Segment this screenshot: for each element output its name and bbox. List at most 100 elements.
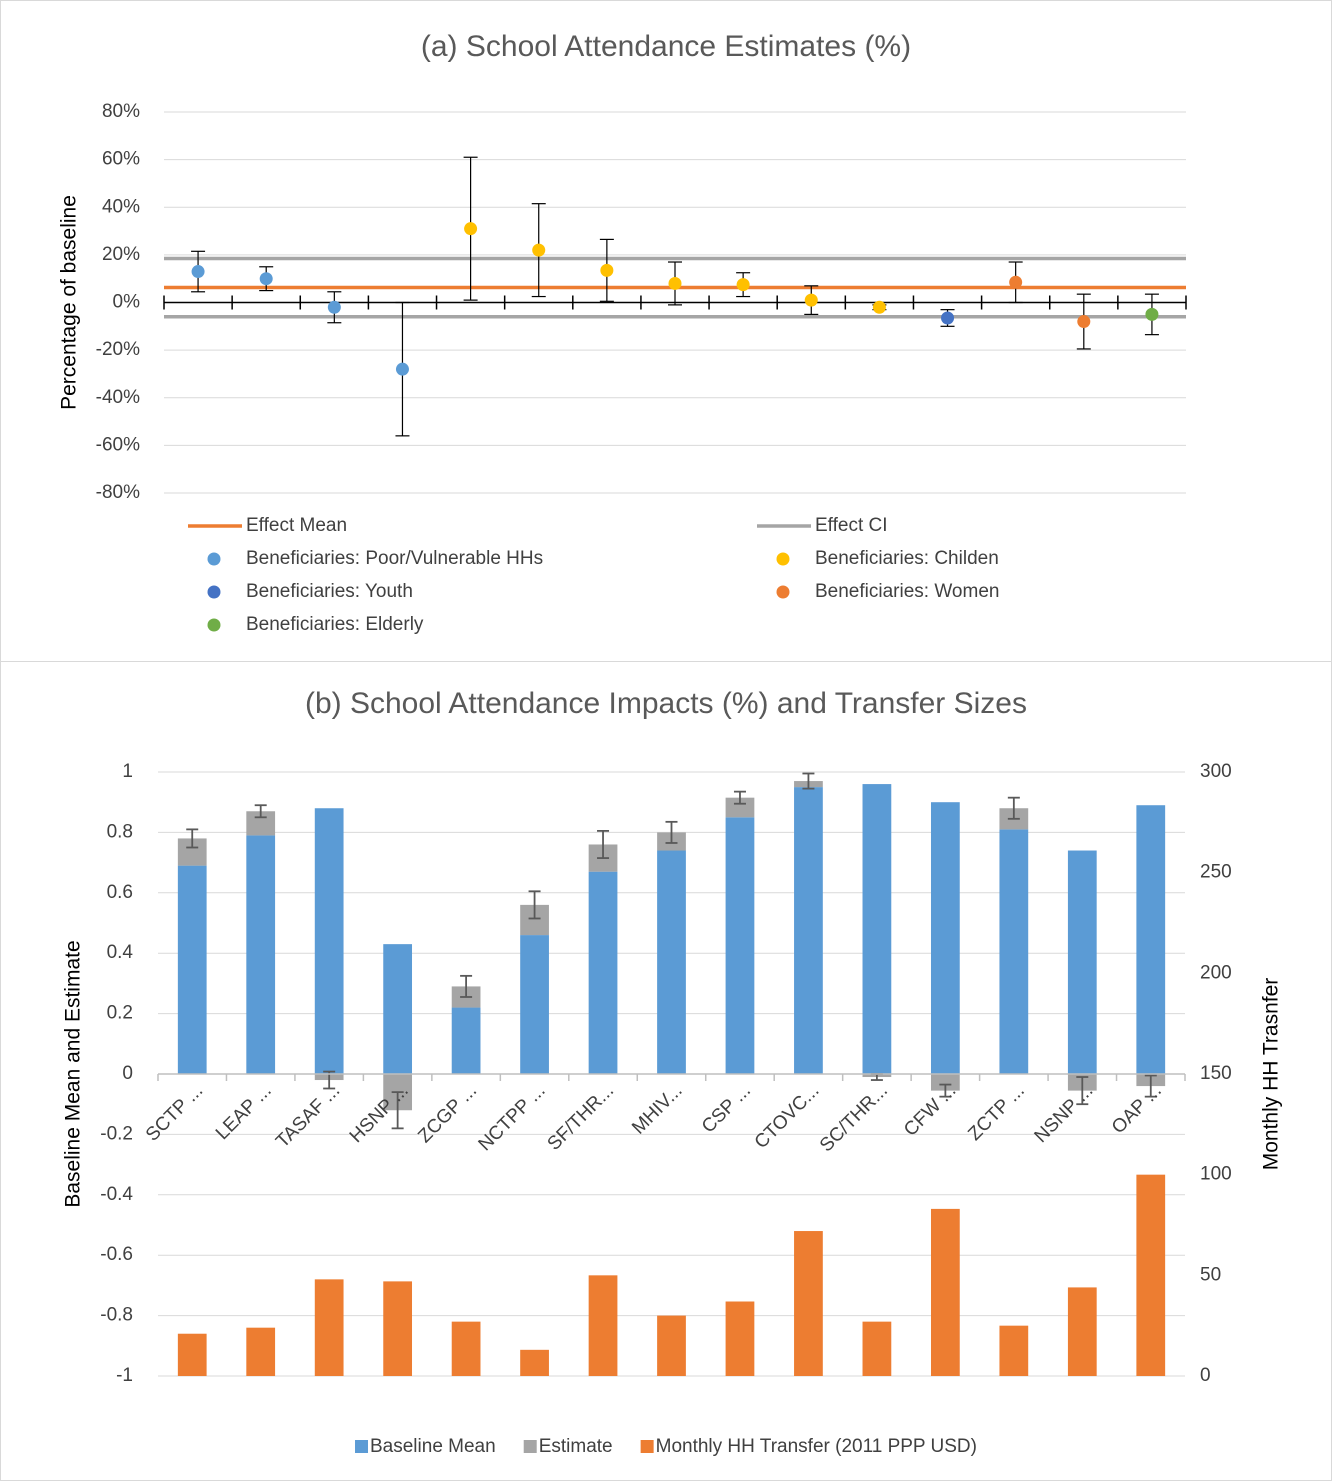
bar-segment [177,865,207,1074]
bar [999,1325,1029,1376]
y-tick-label: 0 [122,1063,133,1084]
point [1077,315,1091,329]
legend-label: Estimate [539,1436,613,1457]
legend-label: Effect Mean [246,515,347,536]
y-tick-label: 0.6 [107,882,133,903]
y-tick-label: -40% [96,387,140,408]
y-tick-label: 1 [122,761,133,782]
legend-label: Beneficiaries: Elderly [246,614,424,635]
y-axis-title: Percentage of baseline [58,195,81,410]
y2-tick-label: 250 [1200,862,1232,883]
y2-tick-label: 100 [1200,1164,1232,1185]
bar [1136,1174,1166,1376]
y-tick-label: 20% [102,244,140,265]
point [600,263,614,277]
legend-swatch [207,585,221,599]
bar-segment [725,797,755,818]
point [941,311,955,325]
y-tick-label: -20% [96,339,140,360]
legend-swatch [207,552,221,566]
legend-swatch [776,585,790,599]
y-axis-title: Baseline Mean and Estimate [62,940,85,1207]
y2-tick-label: 50 [1200,1264,1221,1285]
y-tick-label: 60% [102,149,140,170]
bar [520,1349,549,1376]
bar [930,1208,960,1376]
y2-tick-label: 150 [1200,1063,1232,1084]
legend-swatch [207,618,221,632]
bar-segment [520,935,549,1074]
bar [1067,1287,1097,1376]
y-tick-label: -0.6 [100,1244,133,1265]
legend-swatch [640,1440,654,1453]
bar-segment [794,787,823,1074]
bar [314,1279,344,1376]
point [668,276,682,290]
y-tick-label: -0.4 [100,1184,133,1205]
legend-label: Beneficiaries: Poor/Vulnerable HHs [246,548,543,569]
bar-segment [588,871,618,1074]
legend-swatch [776,552,790,566]
legend-swatch [523,1440,537,1453]
point [259,272,273,286]
point [1009,275,1023,289]
bar-segment [999,829,1029,1074]
bar [177,1333,207,1376]
y-tick-label: 0.4 [107,942,134,963]
y-tick-label: 40% [102,196,140,217]
y-tick-label: -0.8 [100,1305,133,1326]
y-tick-label: 80% [102,101,140,122]
bar-segment [246,835,276,1074]
panel-a-frame [0,0,1332,662]
bar [725,1301,755,1376]
y-tick-label: -80% [96,482,140,503]
y2-tick-label: 0 [1200,1365,1211,1386]
point [532,243,546,257]
bar [657,1315,686,1376]
point [191,265,205,279]
legend-label: Monthly HH Transfer (2011 PPP USD) [656,1436,977,1457]
y-tick-label: 0.2 [107,1003,133,1024]
y2-tick-label: 200 [1200,962,1232,983]
legend-label: Baseline Mean [370,1436,496,1457]
point [327,300,341,314]
bar-segment [657,850,686,1074]
point [1145,307,1159,321]
bar [246,1327,276,1376]
bar-segment [930,802,960,1074]
chart-title: (a) School Attendance Estimates (%) [421,30,911,63]
legend-label: Effect CI [815,515,888,536]
y-tick-label: 0% [113,292,141,313]
bar-segment [383,944,413,1074]
bar-segment [725,817,755,1074]
bar [588,1275,618,1376]
point [804,293,818,307]
bar-segment [314,808,344,1074]
legend-label: Beneficiaries: Childen [815,548,999,569]
point [464,222,478,236]
legend-swatch [355,1440,369,1453]
legend-label: Beneficiaries: Women [815,581,999,602]
bar-segment [862,784,892,1074]
bar [383,1281,413,1376]
bar-segment [930,1074,960,1091]
y-tick-label: -1 [116,1365,133,1386]
bar-segment [1136,805,1166,1074]
chart-title: (b) School Attendance Impacts (%) and Tr… [305,687,1027,720]
bar-segment [1067,850,1097,1074]
y2-tick-label: 300 [1200,761,1232,782]
y2-axis-title: Monthly HH Trasnfer [1260,978,1283,1171]
point [395,362,409,376]
bar [794,1231,823,1376]
bar-segment [451,1007,481,1074]
bar [862,1321,892,1376]
point [736,278,750,292]
legend-label: Beneficiaries: Youth [246,581,413,602]
y-tick-label: 0.8 [107,821,133,842]
point [872,300,886,314]
y-tick-label: -0.2 [100,1123,133,1144]
y-tick-label: -60% [96,434,140,455]
bar [451,1321,481,1376]
